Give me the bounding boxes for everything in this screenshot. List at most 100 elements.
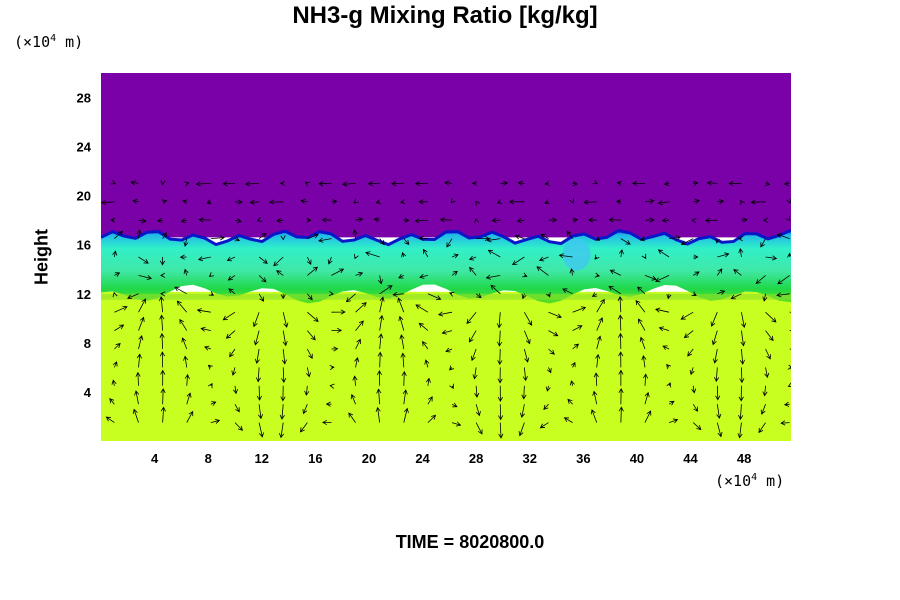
wind-arrow — [474, 218, 480, 224]
wind-arrow — [307, 233, 319, 239]
wind-arrow — [328, 290, 334, 297]
wind-arrow — [204, 345, 211, 351]
wind-arrow — [639, 236, 646, 242]
wind-arrow — [692, 422, 702, 431]
wind-arrow — [136, 229, 142, 239]
wind-arrow — [331, 268, 345, 276]
y-tick-label: 24 — [77, 140, 92, 155]
wind-arrow — [234, 199, 243, 205]
x-tick-label: 36 — [576, 451, 590, 466]
wind-arrow — [737, 236, 743, 242]
wind-arrow — [692, 271, 700, 277]
wind-arrow — [570, 361, 576, 368]
wind-arrow — [130, 180, 139, 186]
wind-arrow — [227, 275, 236, 281]
wind-arrow — [572, 180, 578, 187]
wind-arrow — [249, 199, 260, 205]
wind-arrow — [252, 312, 260, 328]
wind-arrow — [329, 383, 335, 389]
wind-arrow — [448, 291, 455, 297]
wind-arrow — [760, 404, 766, 415]
wind-arrow — [592, 390, 598, 405]
wind-arrow — [617, 332, 624, 350]
wind-arrow — [475, 293, 482, 299]
wind-arrow — [162, 232, 167, 239]
wind-arrow — [375, 406, 381, 423]
wind-arrow — [114, 342, 121, 350]
wind-arrow — [138, 298, 146, 313]
wind-arrow — [352, 375, 358, 386]
wind-arrow — [497, 348, 503, 366]
wind-arrow — [281, 367, 287, 384]
wind-arrow — [111, 379, 117, 386]
wind-arrow — [378, 333, 384, 350]
wind-arrow — [449, 365, 455, 371]
wind-arrow — [306, 367, 311, 378]
wind-arrow — [210, 401, 217, 406]
wind-arrow — [468, 255, 477, 261]
wind-arrow — [741, 312, 747, 329]
wind-arrow — [376, 388, 382, 405]
wind-arrow — [444, 180, 453, 186]
wind-arrow — [787, 364, 791, 370]
wind-arrow — [427, 293, 442, 301]
wind-arrow — [355, 338, 361, 350]
layer-upper — [101, 73, 791, 238]
wind-arrow — [548, 348, 555, 355]
wind-arrow — [470, 348, 477, 362]
wind-arrow — [234, 218, 242, 224]
wind-arrow — [518, 422, 525, 437]
wind-arrow — [693, 180, 699, 186]
wind-arrow — [668, 400, 675, 406]
wind-arrow — [739, 348, 745, 365]
wind-arrow — [422, 341, 429, 350]
wind-arrow — [234, 422, 244, 431]
x-tick-label: 12 — [255, 451, 269, 466]
wind-arrow — [256, 217, 263, 222]
wind-arrow — [786, 198, 791, 204]
y-tick-label: 28 — [77, 91, 91, 106]
wind-arrow — [350, 393, 356, 405]
wind-arrow — [508, 199, 525, 205]
wind-arrow — [208, 272, 215, 277]
wind-arrow — [365, 251, 380, 258]
wind-arrow — [401, 370, 407, 386]
wind-arrow — [524, 312, 533, 326]
wind-arrow — [544, 180, 550, 186]
wind-arrow — [414, 181, 428, 187]
wind-arrow — [691, 218, 697, 224]
wind-arrow — [711, 330, 718, 346]
wind-arrow — [114, 305, 128, 313]
wind-arrow — [403, 217, 410, 223]
wind-arrow — [569, 380, 575, 386]
wind-arrow — [587, 217, 597, 223]
wind-arrow — [471, 180, 477, 186]
wind-arrow — [325, 401, 332, 407]
wind-arrow — [617, 314, 623, 331]
wind-arrow — [379, 296, 385, 313]
wind-arrow — [540, 233, 549, 239]
wind-arrow — [635, 299, 646, 313]
wind-arrow — [183, 268, 189, 276]
wind-arrow — [279, 422, 285, 439]
wind-arrow — [617, 296, 623, 313]
wind-arrow — [307, 330, 316, 341]
wind-arrow — [449, 383, 454, 390]
wind-arrow — [207, 364, 213, 370]
wind-arrow — [355, 302, 367, 313]
wind-arrow — [562, 288, 573, 295]
wind-arrow — [496, 199, 503, 204]
wind-arrow — [321, 217, 332, 223]
wind-arrow — [183, 238, 189, 247]
wind-arrow — [548, 311, 562, 319]
wind-arrow — [566, 230, 573, 239]
wind-arrow — [536, 266, 549, 276]
wind-arrow — [737, 422, 743, 439]
wind-arrow — [157, 217, 163, 223]
wind-arrow — [485, 274, 501, 280]
wind-arrow — [114, 324, 125, 331]
wind-arrow — [615, 199, 622, 205]
wind-arrow — [687, 348, 694, 357]
wind-arrow — [572, 217, 579, 223]
